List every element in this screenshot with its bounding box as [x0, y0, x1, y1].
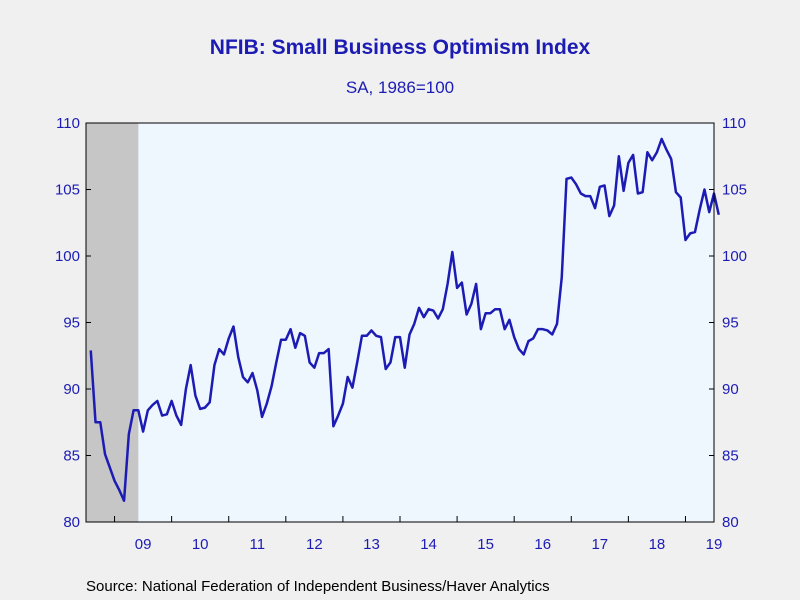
y-tick-label-left: 90	[63, 381, 80, 398]
x-tick-label: 14	[420, 536, 437, 553]
x-tick-label: 19	[706, 536, 723, 553]
y-tick-label-left: 105	[55, 182, 80, 199]
x-tick-label: 18	[649, 536, 666, 553]
y-tick-label-left: 100	[55, 248, 80, 265]
y-tick-label-right: 85	[722, 448, 739, 465]
y-tick-label-right: 105	[722, 182, 747, 199]
y-tick-label-right: 100	[722, 248, 747, 265]
y-tick-label-left: 110	[56, 115, 80, 132]
y-tick-label-left: 85	[63, 448, 80, 465]
source-note: Source: National Federation of Independe…	[86, 578, 550, 595]
x-tick-label: 16	[534, 536, 551, 553]
recession-shading	[86, 123, 139, 522]
plot-frame	[85, 122, 715, 523]
x-tick-label: 09	[135, 536, 152, 553]
y-tick-label-right: 110	[722, 115, 746, 132]
x-tick-label: 11	[249, 536, 265, 553]
y-tick-label-left: 95	[63, 315, 80, 332]
y-tick-label-right: 80	[722, 514, 739, 531]
y-tick-label-left: 80	[63, 514, 80, 531]
series-line	[89, 137, 720, 502]
y-tick-label-right: 95	[722, 315, 739, 332]
tick-labels: 80 80 85 85 90 90 95 95 100 100 105 105 110 110 09 10 11…	[55, 115, 747, 553]
x-tick-label: 15	[477, 536, 494, 553]
x-tick-label: 12	[306, 536, 323, 553]
x-tick-label: 13	[363, 536, 380, 553]
x-tick-label: 17	[591, 536, 608, 553]
x-tick-label: 10	[192, 536, 209, 553]
chart-subtitle: SA, 1986=100	[345, 78, 455, 97]
plot-area	[86, 123, 714, 522]
y-tick-label-right: 90	[722, 381, 739, 398]
chart-title: NFIB: Small Business Optimism Index	[209, 36, 591, 59]
